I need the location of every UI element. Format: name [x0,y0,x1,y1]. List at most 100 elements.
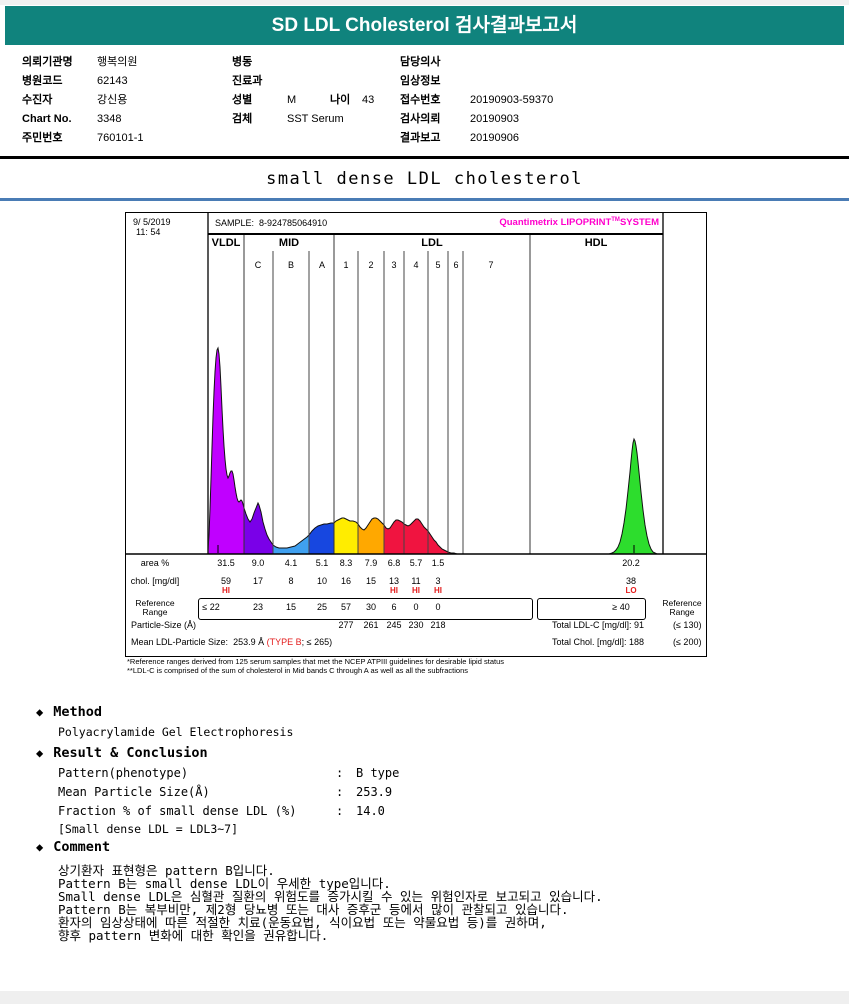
mean-particle-size: Mean LDL-Particle Size: 253.9 Å (TYPE B;… [131,637,333,647]
band-fill [309,523,334,554]
brand-logo-text: Quantimetrix LIPOPRINTTMSYSTEM [499,217,659,229]
result-heading: ◆ Result & Conclusion [36,745,208,761]
chol-value: 8 [288,576,294,586]
info-row: 주민번호 760101-1 [22,129,144,148]
info-row: 검사의뢰 20190903 [400,110,553,129]
sample-label: SAMPLE: [215,218,255,228]
profile-svg [126,213,706,555]
chol-value: 17 [252,576,264,586]
field-value: 760101-1 [97,132,144,144]
reference-range-box-hdl [537,598,646,620]
area-pct-value: 5.7 [409,558,423,568]
area-pct-value: 7.9 [364,558,378,568]
band-fill [208,348,244,554]
particle-size-value: 245 [386,620,402,630]
band-label: 4 [413,260,419,270]
info-row: 임상정보 [400,72,553,91]
field-label: 나이 [330,94,351,106]
result-row: Pattern(phenotype): B type [58,766,400,780]
chol-value: 15 [365,576,377,586]
area-pct-value: 4.1 [284,558,298,568]
ref-row-label-right: Range [669,607,695,617]
area-pct-value: 8.3 [339,558,353,568]
field-label: 수진자 [22,94,53,106]
report-title: SD LDL Cholesterol 검사결과보고서 [271,15,578,36]
particle-size-value: 277 [338,620,354,630]
field-label: 검체 [232,113,253,125]
info-row: Chart No. 3348 [22,110,144,129]
diamond-icon: ◆ [36,746,44,760]
chol-flag: HI [412,586,420,595]
chol-value: 16 [340,576,352,586]
info-row: 의뢰기관명 행복의원 [22,53,144,72]
field-label: 결과보고 [400,132,441,144]
ref-range-value: 25 [316,602,328,612]
area-pct-value: 31.5 [217,558,235,568]
field-label: 병동 [232,56,253,68]
total-cholesterol: Total Chol. [mg/dl]: 188 [552,637,645,647]
area-pct-value: 1.5 [431,558,445,568]
reference-range-box-ldl [198,598,533,620]
ref-range-value: 0 [413,602,419,612]
info-row: 성별 M 나이 43 [232,91,374,110]
field-label: 임상정보 [400,75,441,87]
chol-flag: HI [222,586,230,595]
patient-info-right-column: 담당의사 임상정보 접수번호 20190903-59370 검사의뢰 2019090… [400,53,553,148]
area-row-label: area % [140,558,170,568]
ref-range-value: 23 [252,602,264,612]
area-pct-value: 20.2 [622,558,640,568]
band-group-label-hdl: HDL [584,237,608,249]
ref-range-value: ≥ 40 [612,602,630,612]
band-group-label-vldl: VLDL [211,237,241,249]
chol-flag: HI [390,586,398,595]
field-label: 성별 [232,94,253,106]
band-fill [334,518,358,554]
result-value: 253.9 [356,785,393,799]
band-fill [428,531,448,554]
info-row: 접수번호 20190903-59370 [400,91,553,110]
field-value: 강신용 [97,94,128,106]
field-label: 주민번호 [22,132,63,144]
band-fill [384,520,404,554]
patient-info-left-column: 의뢰기관명 행복의원 병원코드 62143 수진자 강신용 Chart No. 3348… [22,53,144,148]
band-fill [358,518,384,554]
field-label: 의뢰기관명 [22,56,73,68]
info-row: 수진자 강신용 [22,91,144,110]
area-pct-value: 9.0 [251,558,265,568]
result-value: 14.0 [356,804,385,818]
info-row: 검체 SST Serum [232,110,374,129]
particle-size-value: 261 [363,620,379,630]
ref-range-value: 57 [340,602,352,612]
field-value: M [287,94,297,106]
field-value: 3348 [97,113,122,125]
band-label: A [318,260,326,270]
particle-size-value: 230 [408,620,424,630]
comment-line: Small dense LDL은 심혈관 질환의 위험도를 증가시킬 수 있는 … [58,889,603,904]
band-label: 7 [488,260,494,270]
result-label: Pattern(phenotype) [58,766,189,780]
field-label: 접수번호 [400,94,441,106]
field-value: SST Serum [287,113,344,125]
ref-range-value: 6 [391,602,397,612]
comment-heading: ◆ Comment [36,839,111,855]
divider-rule-blue [0,198,849,201]
chol-value: 38 [625,576,637,586]
phenotype-flag: (TYPE B [266,637,302,647]
figure: 9/ 5/2019 11: 54 SAMPLE: 8-924785064910 … [125,212,707,657]
band-label: 1 [343,260,349,270]
page-top-strip [0,0,849,5]
result-label: Mean Particle Size(Å) [58,785,210,799]
field-label: 검사의뢰 [400,113,441,125]
comment-line: Pattern B는 복부비만, 제2형 당뇨병 또는 대사 증후군 등에서 많… [58,902,569,917]
particle-size-value: 218 [430,620,446,630]
sample-value: 8-924785064910 [259,218,328,228]
section-title: small dense LDL cholesterol [266,169,583,189]
total-cholesterol-ref: (≤ 200) [673,637,702,647]
info-row: 결과보고 20190906 [400,129,553,148]
area-pct-value: 5.1 [315,558,329,568]
footnote-2: **LDL-C is comprised of the sum of chole… [127,666,469,675]
result-note: [Small dense LDL = LDL3~7] [58,822,239,836]
ref-row-label: Range [142,607,168,617]
band-label: 5 [435,260,441,270]
field-label: Chart No. [22,113,72,125]
